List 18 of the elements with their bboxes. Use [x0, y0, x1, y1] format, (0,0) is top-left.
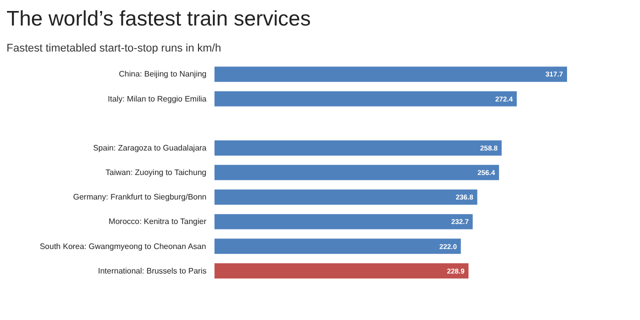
- text: Fastest timetabled start-to-stop runs in km/h: [6, 42, 222, 54]
- bar: [214, 190, 478, 205]
- y-tick-label: Germany: Frankfurt to Siegburg/Bonn: [73, 192, 207, 202]
- y-tick-label: Taiwan: Zuoying to Taichung: [106, 168, 206, 178]
- y-tick-label: Italy: Milan to Reggio Emilia: [108, 94, 208, 104]
- chart-title: The world’s fastest train services: [6, 8, 311, 30]
- bar: [214, 91, 517, 106]
- bar: [214, 263, 469, 278]
- bar: [214, 66, 568, 82]
- y-tick-label: South Korea: Gwangmyeong to Cheonan Asan: [40, 242, 206, 251]
- bar: [214, 214, 473, 230]
- y-tick-label: China: Beijing to Nanjing: [118, 70, 206, 79]
- bar: [214, 238, 461, 254]
- bar: [214, 164, 500, 180]
- y-tick-label: International: Brussels to Paris: [98, 266, 207, 276]
- y-tick-label: Morocco: Kenitra to Tangier: [108, 217, 207, 226]
- bar: [214, 140, 502, 156]
- y-tick-label: Spain: Zaragoza to Guadalajara: [93, 143, 208, 152]
